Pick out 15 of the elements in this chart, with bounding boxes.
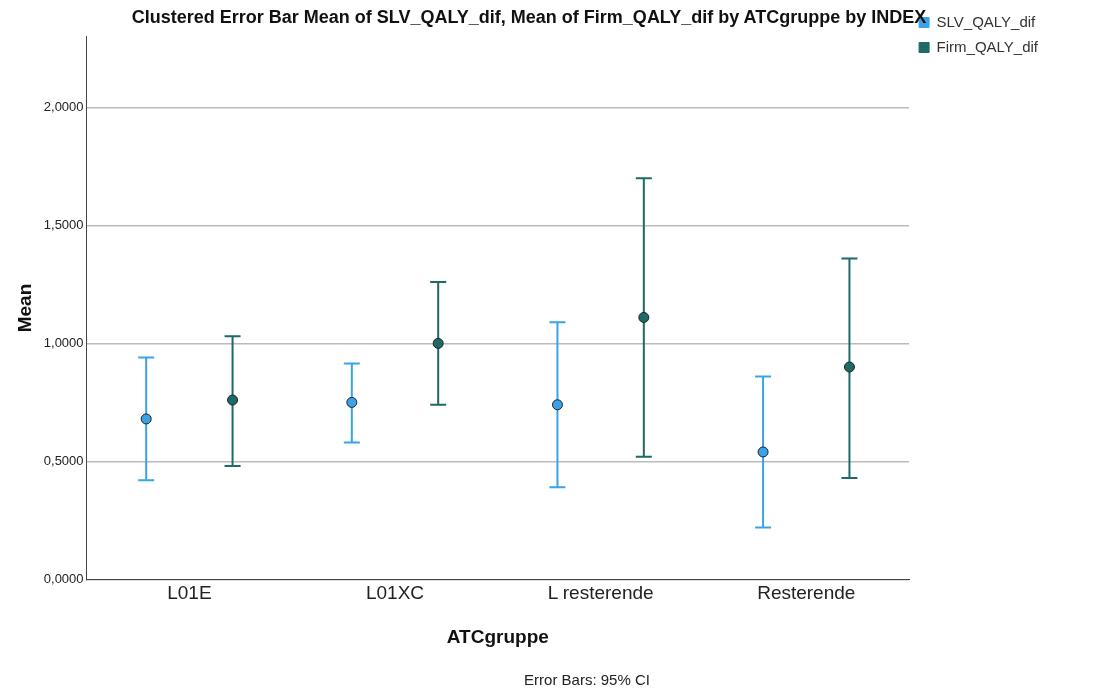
legend-label: SLV_QALY_dif [936, 12, 1037, 30]
y-tick-label: 1,5000 [43, 216, 84, 232]
y-tick-label: 0,5000 [43, 452, 84, 468]
legend-label: Firm_QALY_dif [936, 37, 1039, 55]
chart-title: Clustered Error Bar Mean of SLV_QALY_dif, Mean of Firm_QALY_dif by ATCgruppe by INDEX [131, 6, 927, 27]
y-tick-label: 1,0000 [43, 334, 84, 350]
x-tick-label: Resterende [757, 582, 856, 604]
x-tick-label: L resterende [547, 582, 654, 604]
x-tick-label: L01E [167, 582, 212, 604]
y-axis-title: Mean [13, 283, 35, 333]
y-tick-label: 0,0000 [43, 570, 84, 586]
x-tick-label: L01XC [365, 582, 425, 604]
y-tick-label: 2,0000 [43, 98, 84, 114]
text: Error Bars: 95% CI [524, 670, 650, 688]
x-axis-title: ATCgruppe [446, 625, 549, 647]
